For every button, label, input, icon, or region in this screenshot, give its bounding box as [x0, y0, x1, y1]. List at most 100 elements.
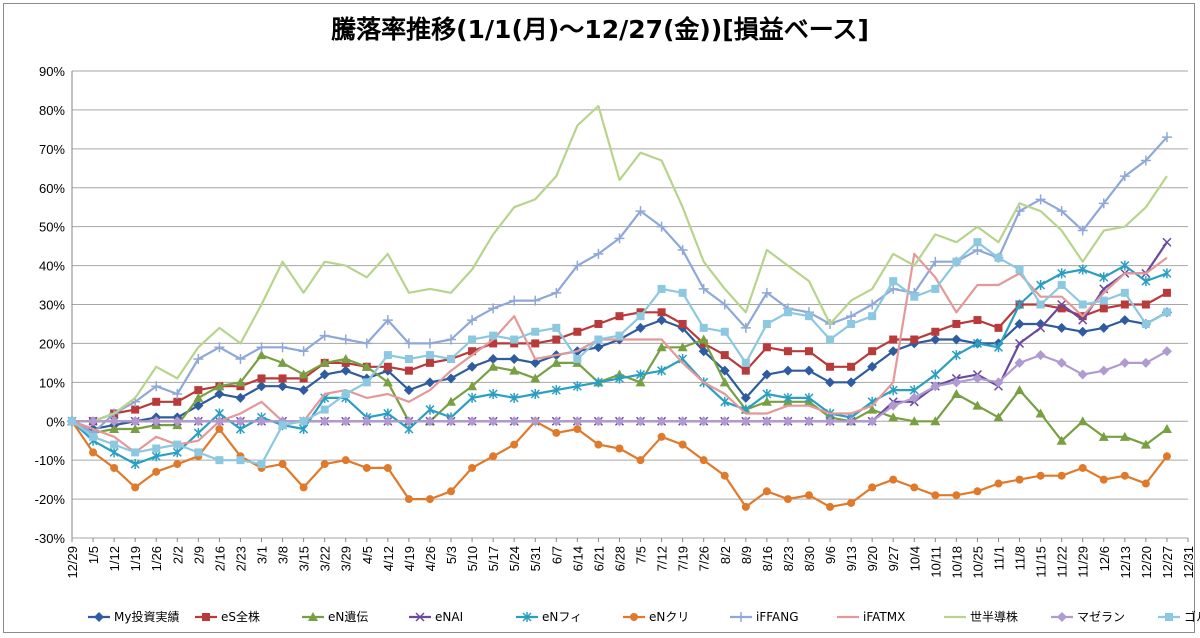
series-line: [72, 104, 1168, 423]
data-point: [952, 319, 961, 328]
data-point: [1077, 326, 1088, 337]
data-point: [910, 292, 919, 301]
data-point: [951, 377, 962, 388]
legend-item: iFATMX: [837, 610, 905, 624]
data-point: [202, 613, 210, 621]
y-tick-label: -20%: [35, 492, 66, 507]
data-point: [214, 389, 225, 400]
axes: [71, 71, 1189, 542]
data-point: [552, 335, 561, 344]
data-point: [467, 381, 478, 391]
data-point: [319, 357, 330, 367]
data-point: [488, 353, 499, 364]
data-point: [698, 416, 709, 427]
data-point: [635, 416, 646, 427]
data-point: [131, 405, 140, 414]
x-tick-label: 9/13: [844, 546, 859, 571]
data-point: [425, 404, 435, 415]
data-point: [910, 483, 919, 492]
data-point: [404, 495, 413, 504]
data-point: [425, 495, 434, 504]
data-point: [636, 456, 645, 465]
data-point: [299, 483, 308, 492]
x-tick-label: 6/7: [549, 546, 564, 564]
x-tick-label: 4/5: [360, 546, 375, 564]
x-tick-label: 5/10: [465, 546, 480, 571]
data-point: [467, 361, 478, 372]
data-point: [551, 416, 562, 427]
data-point: [678, 288, 687, 297]
data-point: [826, 502, 835, 511]
data-point: [1015, 475, 1024, 484]
x-tick-label: 10/25: [970, 546, 985, 579]
data-point: [1141, 300, 1150, 309]
data-point: [235, 392, 246, 403]
x-tick-label: 2/2: [170, 546, 185, 564]
data-point: [1162, 288, 1171, 297]
data-point: [530, 357, 541, 368]
data-point: [383, 362, 392, 371]
data-point: [972, 245, 983, 256]
data-point: [951, 334, 962, 345]
data-point: [194, 386, 203, 395]
data-point: [825, 377, 836, 388]
data-point: [109, 424, 120, 434]
data-point: [803, 365, 814, 376]
legend-item: eS全株: [195, 609, 260, 624]
data-point: [1057, 304, 1066, 313]
x-tick-label: 11/22: [1055, 546, 1070, 578]
x-tick-label: 8/9: [739, 546, 754, 564]
data-point: [614, 416, 625, 427]
x-tick-label: 8/16: [760, 546, 775, 571]
data-point: [488, 416, 499, 427]
data-point: [994, 479, 1003, 488]
data-point: [1162, 308, 1171, 317]
data-point: [1057, 268, 1067, 279]
data-point: [1119, 171, 1130, 182]
data-point: [130, 424, 141, 434]
data-point: [489, 339, 498, 348]
data-point: [846, 416, 857, 427]
data-point: [403, 338, 414, 349]
x-tick-label: 9/27: [886, 546, 901, 571]
x-tick-label: 12/6: [1097, 546, 1112, 571]
data-point: [88, 416, 99, 427]
data-point: [130, 416, 141, 427]
data-point: [782, 416, 793, 427]
data-point: [677, 342, 688, 352]
data-point: [193, 427, 203, 438]
x-tick-label: 7/19: [676, 546, 691, 571]
x-tick-label: 6/14: [570, 546, 585, 571]
data-point: [804, 312, 813, 321]
y-tick-label: 0%: [46, 414, 65, 429]
data-point: [152, 397, 161, 406]
data-point: [615, 331, 624, 340]
data-point: [1056, 322, 1067, 333]
data-point: [888, 346, 899, 357]
data-point: [1014, 357, 1025, 368]
data-point: [762, 343, 771, 352]
legend-item: eN遺伝: [302, 609, 368, 624]
data-point: [889, 475, 898, 484]
data-point: [257, 374, 266, 383]
data-point: [573, 354, 582, 363]
data-point: [783, 347, 792, 356]
legend-item: iFFANG: [730, 610, 799, 624]
data-point: [551, 357, 562, 367]
data-point: [1057, 281, 1066, 290]
x-tick-label: 8/30: [802, 546, 817, 571]
data-point: [847, 362, 856, 371]
data-point: [530, 295, 541, 306]
data-point: [509, 295, 520, 306]
x-tick-label: 7/26: [697, 546, 712, 571]
data-point: [447, 487, 456, 496]
data-point: [340, 365, 351, 376]
data-point: [994, 253, 1003, 262]
data-point: [910, 335, 919, 344]
legend-label: 世半導株: [970, 609, 1018, 624]
data-point: [594, 440, 603, 449]
x-tick-label: 5/17: [486, 546, 501, 571]
data-point: [678, 319, 687, 328]
data-point: [888, 385, 898, 396]
data-point: [1165, 613, 1173, 621]
